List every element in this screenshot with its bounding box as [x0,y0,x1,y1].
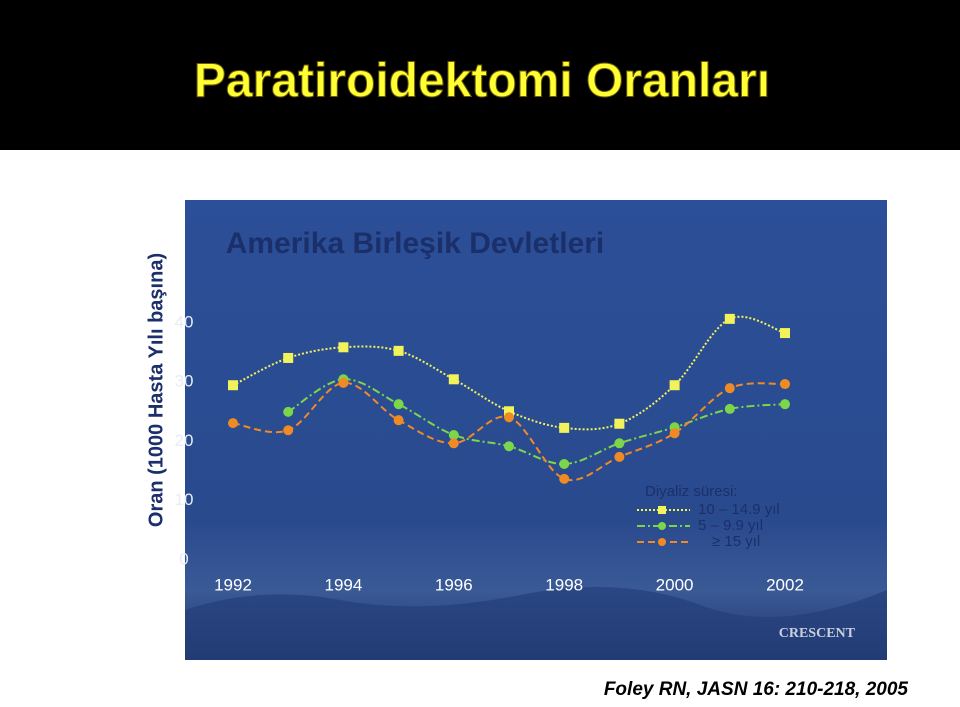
data-point [283,406,294,417]
y-tick-label: 20 [175,431,194,450]
data-point [504,412,514,423]
data-point [504,406,514,417]
data-point [393,345,404,356]
legend-marker [658,522,666,530]
data-point [559,473,570,484]
x-tick-label: 1992 [214,575,252,594]
chart-title: Amerika Birleşik Devletleri [226,227,605,260]
data-point [283,425,294,436]
y-tick-label: 30 [175,372,194,391]
data-point [724,313,735,324]
series-line [287,378,786,466]
x-tick-label: 1998 [545,575,583,594]
data-point [448,438,459,449]
x-tick-label: 1996 [435,575,473,594]
data-point [669,428,680,439]
data-point [780,399,790,410]
legend-marker [658,506,666,514]
slide-title: Paratiroidektomi Oranları [194,55,770,108]
logo: CRESCENT [779,626,856,641]
data-point [559,422,570,433]
data-point [559,459,570,470]
legend-label: ≥ 15 yıl [712,533,760,550]
y-axis-label: Oran (1000 Hasta Yılı başına) [145,253,167,527]
citation: Foley RN, JASN 16: 210-218, 2005 [604,679,909,700]
data-point [448,429,459,440]
background-hills [185,587,887,660]
legend-marker [658,538,666,546]
x-tick-label: 2000 [656,575,694,594]
data-point [393,415,404,426]
header-band [0,0,960,150]
data-point [338,377,349,388]
data-point [780,328,790,339]
chart-panel [185,200,887,660]
legend-title: Diyaliz süresi: [645,483,738,500]
data-point [504,441,514,452]
data-point [228,380,238,391]
data-point [338,342,349,353]
data-point [614,451,625,462]
plot: 0 10 20 30 40 1992 1994 1996 1998 2000 2002 10 – 14… [175,312,804,594]
data-point [614,418,625,429]
data-point [283,352,294,363]
data-point [724,403,735,414]
legend-label: 10 – 14.9 yıl [698,501,780,518]
y-tick-label: 40 [175,312,194,331]
data-point [724,383,735,394]
legend-label: 5 – 9.9 yıl [698,517,763,534]
data-point [228,418,238,429]
data-point [393,399,404,410]
y-tick-label: 0 [179,549,188,568]
data-point [614,438,625,449]
y-tick-label: 10 [175,490,194,509]
x-tick-label: 1994 [324,575,362,594]
x-tick-label: 2002 [766,575,804,594]
data-point [669,380,680,391]
data-point [780,379,790,390]
data-point [448,374,459,385]
